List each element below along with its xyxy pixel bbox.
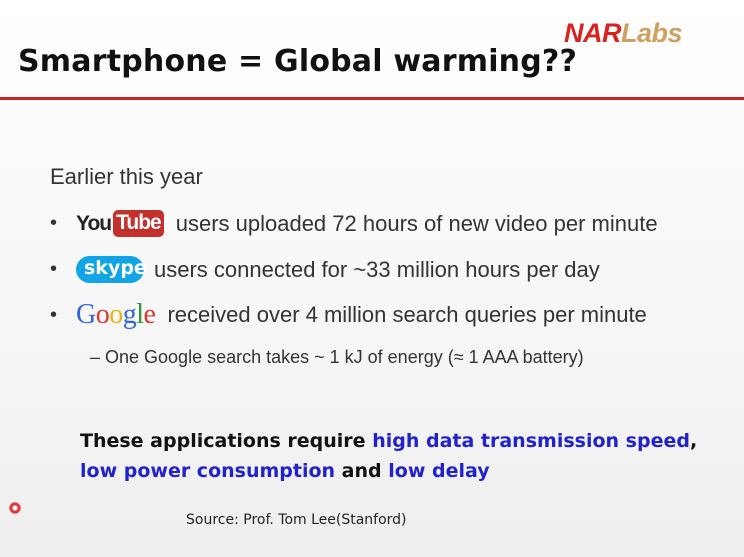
source-citation: Source: Prof. Tom Lee(Stanford) bbox=[186, 512, 407, 528]
youtube-logo: You Tube bbox=[76, 210, 164, 237]
highlight-emphasis: low power consumption bbox=[80, 460, 336, 482]
intro-text: Earlier this year bbox=[50, 164, 203, 189]
highlight-emphasis: low delay bbox=[388, 460, 490, 482]
bullet-skype: • skype users connected for ~33 million … bbox=[50, 256, 600, 283]
highlight-text: , bbox=[689, 430, 698, 452]
logo-part-nar: NAR bbox=[564, 18, 622, 48]
bullet-dot: • bbox=[50, 303, 58, 326]
laser-pointer-icon bbox=[9, 502, 21, 514]
google-letter: o bbox=[109, 299, 123, 330]
skype-logo: skype bbox=[76, 256, 147, 283]
bullet-google: • Google received over 4 million search … bbox=[50, 301, 647, 329]
sub-bullet: – One Google search takes ~ 1 kJ of ener… bbox=[90, 347, 584, 367]
bullet-youtube: • You Tube users uploaded 72 hours of new… bbox=[50, 210, 658, 237]
narlabs-logo: NARLabs bbox=[564, 18, 683, 49]
google-letter: o bbox=[95, 299, 110, 330]
google-logo: Google bbox=[76, 299, 156, 330]
bullet-text: users uploaded 72 hours of new video per… bbox=[175, 210, 658, 236]
bullet-dot: • bbox=[50, 258, 58, 280]
bullet-text: users connected for ~33 million hours pe… bbox=[154, 256, 600, 282]
logo-part-labs: Labs bbox=[621, 18, 683, 48]
google-letter: l bbox=[136, 299, 144, 330]
slide-title: Smartphone = Global warming?? bbox=[18, 44, 578, 79]
youtube-logo-you: You bbox=[76, 211, 112, 235]
bullet-text: received over 4 million search queries p… bbox=[167, 302, 647, 327]
highlight-text: These applications require bbox=[80, 430, 373, 452]
bullet-dot: • bbox=[50, 212, 58, 234]
google-letter: e bbox=[143, 299, 156, 330]
title-divider bbox=[0, 97, 744, 100]
google-letter: G bbox=[76, 299, 96, 330]
highlight-statement: These applications require high data tra… bbox=[80, 426, 720, 486]
google-letter: g bbox=[122, 299, 137, 330]
highlight-emphasis: high data transmission speed bbox=[372, 430, 690, 452]
youtube-logo-tube: Tube bbox=[113, 210, 164, 237]
highlight-text: and bbox=[335, 460, 389, 482]
